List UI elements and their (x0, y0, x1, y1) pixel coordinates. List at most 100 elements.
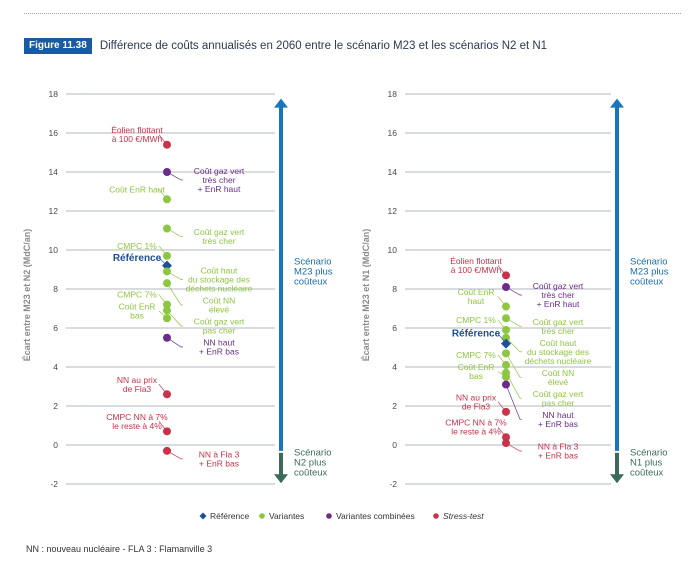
data-point-stress (502, 271, 510, 280)
data-point-variantes (163, 251, 171, 260)
chart-panel-2: -2 0 2 4 6 8 10 12 14 16 18 Écart entre M23 et N1 (… (361, 89, 669, 489)
data-point-variantes (502, 314, 510, 323)
point-label: Éolien flottant à 100 €/MWh (450, 256, 502, 275)
leader-line (505, 353, 522, 378)
y-tick-label: 2 (392, 401, 397, 411)
arrow-up-label: Scénario M23 plus coûteux (294, 256, 333, 287)
point-label: Coût NN élevé (203, 295, 236, 314)
legend-marker-stress (433, 513, 439, 519)
point-label: CMPC NN à 7% le reste à 4% (445, 418, 507, 437)
y-tick-label: 8 (392, 284, 397, 294)
legend-label-combinees: Variantes combinées (336, 511, 415, 521)
data-point-variantes (502, 361, 510, 370)
leader-line (166, 310, 183, 327)
arrow-up-head (610, 98, 624, 108)
leader-line (505, 372, 522, 399)
y-tick-label: 12 (49, 206, 59, 216)
data-point-combinees (502, 380, 510, 389)
chart-panel-1: -2 0 2 4 6 8 10 12 14 16 18 Écart entre M23 et N2 (… (22, 89, 333, 489)
leader-line (166, 282, 183, 306)
y-tick-label: 18 (388, 89, 398, 99)
data-point-stress (163, 427, 171, 436)
reference-marker (162, 260, 172, 271)
point-label: Coût EnR haut (109, 184, 165, 194)
y-tick-label: 4 (53, 362, 58, 372)
data-point-combinees (163, 333, 171, 342)
y-axis-label: Écart entre M23 et N2 (MdC/an) (22, 229, 32, 362)
leader-line (166, 450, 183, 460)
point-label: CMPC 7% (456, 350, 496, 360)
data-point-variantes (163, 314, 171, 323)
y-tick-label: 10 (49, 245, 59, 255)
figure-badge: Figure 11.38 (24, 38, 92, 54)
y-tick-label: 0 (53, 440, 58, 450)
data-point-variantes (163, 224, 171, 233)
legend: Référence Variantes Variantes combinées Str… (199, 511, 484, 521)
y-tick-label: 12 (388, 206, 398, 216)
point-label: NN au prix de Fla3 (456, 392, 497, 411)
legend-marker-reference (199, 512, 207, 520)
top-divider (24, 13, 681, 14)
arrow-down-label: Scénario N2 plus coûteux (294, 448, 332, 479)
point-label: Référence (452, 329, 501, 340)
leader-line (166, 228, 183, 237)
footnote: NN : nouveau nucléaire - FLA 3 : Flamanv… (26, 544, 213, 554)
data-point-combinees (502, 283, 510, 292)
leader-line (505, 286, 522, 296)
data-point-variantes (163, 300, 171, 309)
leader-line (505, 442, 522, 452)
data-point-variantes (502, 302, 510, 311)
point-label: Coût EnR haut (458, 287, 495, 306)
data-point-stress (163, 446, 171, 455)
point-label: Coût gaz vert très cher + EnR haut (194, 166, 245, 194)
data-point-variantes (163, 279, 171, 288)
leader-line (166, 337, 183, 348)
y-tick-label: 14 (49, 167, 59, 177)
arrow-up-label: Scénario M23 plus coûteux (630, 256, 669, 287)
y-tick-label: 10 (388, 245, 398, 255)
point-label: Coût gaz vert très cher (194, 227, 245, 246)
point-label: Coût EnR bas (458, 362, 495, 381)
point-label: Référence (113, 253, 162, 264)
point-label: NN à Fla 3 + EnR bas (538, 442, 579, 461)
data-point-stress (502, 439, 510, 448)
point-label: Coût haut du stockage des déchets nucléair… (186, 265, 253, 293)
data-point-stress (163, 390, 171, 399)
data-point-variantes (502, 333, 510, 342)
data-point-variantes (502, 325, 510, 334)
leader-line (166, 171, 183, 181)
y-tick-label: 6 (53, 323, 58, 333)
legend-marker-combinees (326, 513, 332, 519)
point-label: NN au prix de Fla3 (117, 375, 158, 394)
legend-marker-variantes (259, 513, 265, 519)
leader-line (166, 271, 183, 280)
point-label: CMPC 1% (456, 315, 496, 325)
legend-label-reference: Référence (210, 511, 249, 521)
y-tick-label: 8 (53, 284, 58, 294)
data-point-variantes (163, 306, 171, 315)
y-tick-label: 16 (49, 128, 59, 138)
reference-marker (501, 338, 511, 349)
data-point-stress (502, 407, 510, 416)
data-point-variantes (502, 372, 510, 381)
point-label: Coût gaz vert pas cher (194, 316, 245, 335)
point-label: CMPC 1% (117, 241, 157, 251)
point-label: NN à Fla 3 + EnR bas (199, 449, 240, 468)
data-point-variantes (502, 349, 510, 358)
data-point-combinees (163, 168, 171, 176)
figure-header: Figure 11.38 Différence de coûts annuali… (24, 38, 547, 54)
y-tick-label: 4 (392, 362, 397, 372)
legend-label-variantes: Variantes (269, 511, 304, 521)
point-label: NN haut + EnR bas (538, 410, 578, 429)
data-point-variantes (163, 195, 171, 204)
point-label: Coût gaz vert très cher + EnR haut (533, 281, 584, 309)
legend-label-stress: Stress-test (443, 511, 484, 521)
y-tick-label: -2 (389, 479, 397, 489)
data-point-stress (502, 433, 510, 442)
point-label: Coût EnR bas (119, 302, 156, 321)
point-label: NN haut + EnR bas (199, 337, 239, 356)
point-label: Coût gaz vert très cher (533, 317, 584, 336)
arrow-down-head (274, 474, 288, 484)
y-tick-label: -2 (50, 479, 58, 489)
